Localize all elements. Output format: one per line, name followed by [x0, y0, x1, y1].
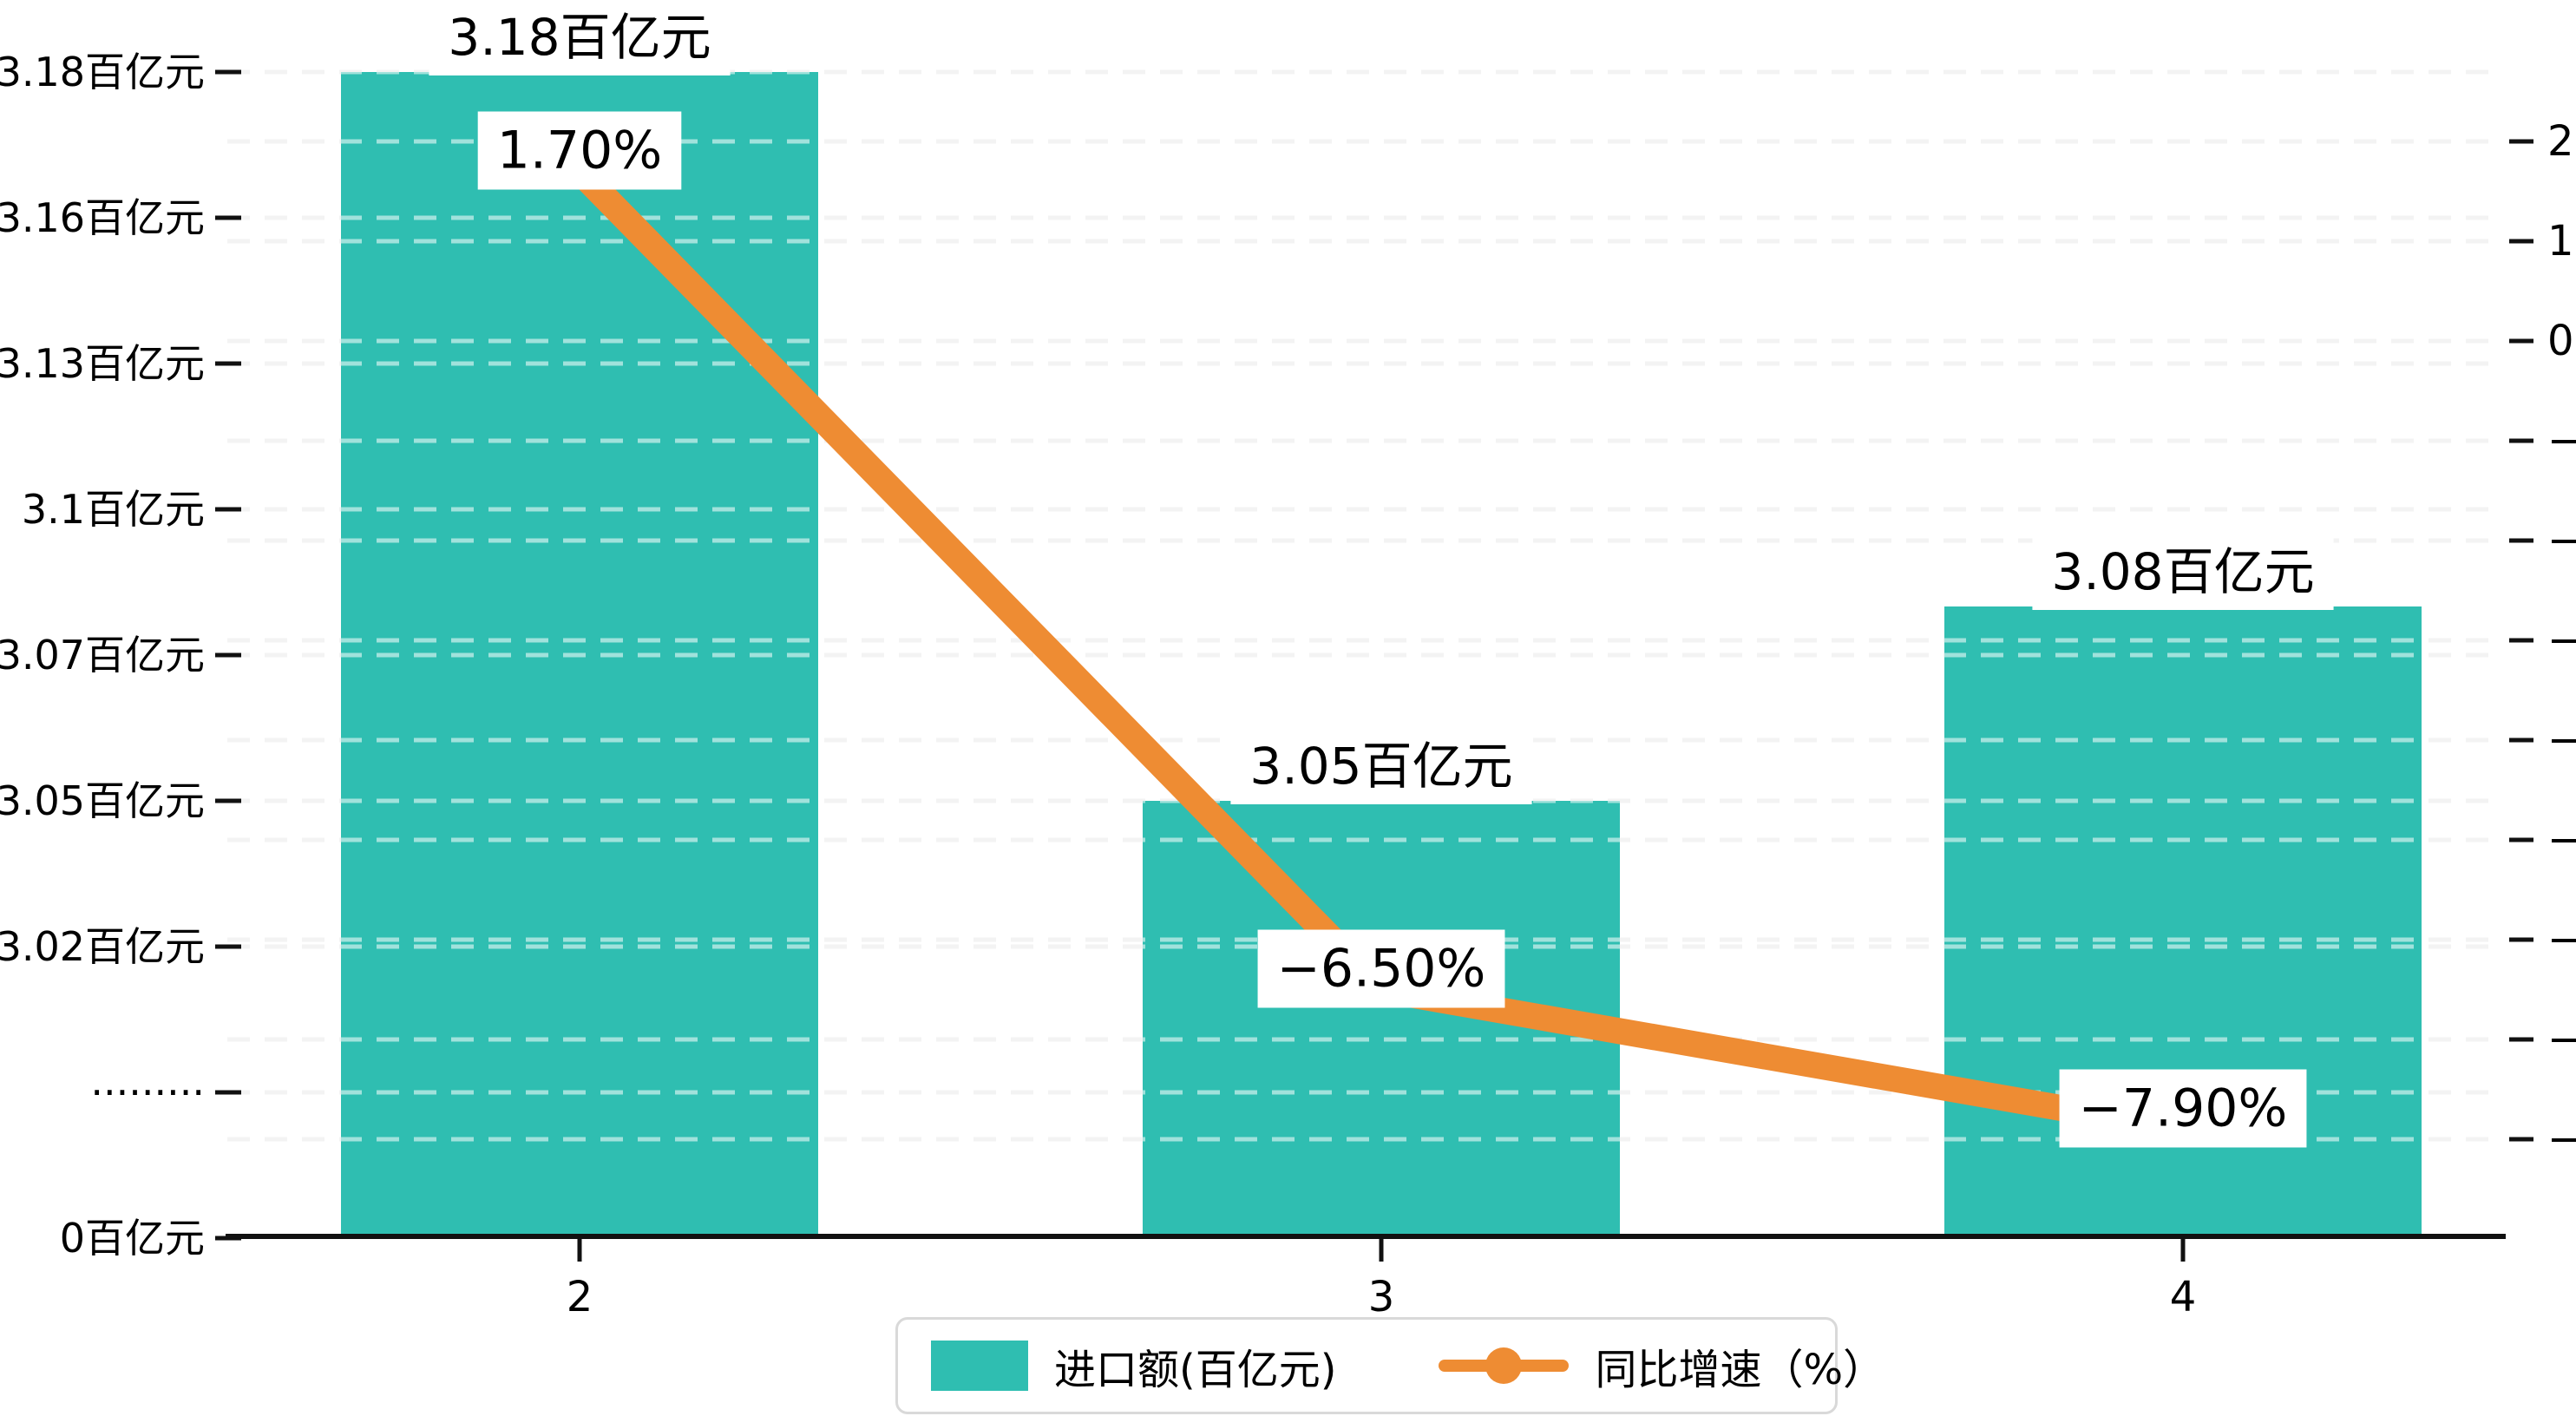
right-tick-label: −8	[2547, 1115, 2576, 1164]
bar-value-label-box	[1230, 728, 1532, 804]
line-value-label: 1.70%	[477, 111, 682, 190]
left-axis: 3.18百亿元 3.16百亿元 3.13百亿元 3.1百亿元 3.07百亿元 3.05百亿…	[0, 49, 241, 1262]
left-tick	[215, 652, 241, 658]
right-axis: 2 1 0 −1 −2 −3 −4 −5 −6 −7 −8	[2509, 117, 2576, 1164]
right-tick-label: −1	[2547, 416, 2576, 465]
bar-value-label: 3.08百亿元	[2032, 534, 2334, 610]
right-tick	[2509, 538, 2533, 543]
left-tick	[215, 361, 241, 366]
right-tick-label: −4	[2547, 716, 2576, 764]
x-tick-label: 3	[1368, 1273, 1395, 1321]
bar-value-label-box	[2032, 534, 2334, 610]
legend-bar-swatch-icon	[931, 1341, 1028, 1391]
left-tick	[215, 944, 241, 949]
right-tick	[2509, 438, 2533, 443]
left-tick	[215, 1236, 241, 1241]
right-tick	[2509, 338, 2533, 344]
left-tick	[215, 798, 241, 803]
legend-line-marker-icon	[1439, 1347, 1570, 1385]
legend-line-label: 同比增速（%）	[1595, 1346, 1885, 1394]
left-tick-label: ·········	[90, 1069, 205, 1116]
left-tick-label: 3.13百亿元	[0, 340, 205, 387]
x-tick-label: 4	[2170, 1273, 2197, 1321]
right-tick-label: 2	[2547, 117, 2574, 166]
line-value-label: −6.50%	[1257, 929, 1505, 1008]
left-tick-label: 0百亿元	[60, 1215, 205, 1262]
line-value-label-box	[1257, 929, 1505, 1008]
right-tick-label: −3	[2547, 616, 2576, 665]
right-tick	[2509, 239, 2533, 244]
right-tick	[2509, 638, 2533, 643]
line-value-label-box	[2059, 1069, 2307, 1148]
right-tick	[2509, 738, 2533, 743]
right-tick	[2509, 1037, 2533, 1042]
left-tick-label: 3.07百亿元	[0, 632, 205, 678]
right-tick	[2509, 937, 2533, 942]
right-tick	[2509, 837, 2533, 842]
bar-value-label-text: 3.08百亿元	[2051, 542, 2314, 601]
line-value-label-text: 1.70%	[497, 121, 663, 181]
left-tick-label: 3.16百亿元	[0, 194, 205, 241]
right-tick-label: −7	[2547, 1015, 2576, 1064]
left-tick	[215, 69, 241, 75]
x-axis-line	[226, 1234, 2506, 1239]
right-tick	[2509, 139, 2533, 144]
data-labels: 3.18百亿元 3.05百亿元 3.08百亿元 1.70% −6.50% −7.90%	[429, 0, 2334, 1148]
bar-value-label-text: 3.05百亿元	[1249, 737, 1512, 796]
legend: 进口额(百亿元) 同比增速（%）	[895, 1317, 1884, 1414]
right-tick-label: −2	[2547, 516, 2576, 565]
right-tick	[2509, 1137, 2533, 1142]
line-value-label-text: −6.50%	[1277, 939, 1486, 1000]
x-axis: 2 3 4	[567, 1239, 2197, 1321]
bar-value-label-box	[429, 0, 731, 75]
legend-bar-label: 进口额(百亿元)	[1054, 1346, 1337, 1394]
left-tick-label: 3.02百亿元	[0, 923, 205, 970]
left-tick	[215, 215, 241, 220]
right-tick-label: −6	[2547, 915, 2576, 964]
x-tick-label: 2	[567, 1273, 593, 1321]
left-tick-label: 3.05百亿元	[0, 777, 205, 824]
left-tick-label: 3.18百亿元	[0, 49, 205, 95]
left-tick	[215, 1090, 241, 1095]
x-tick	[577, 1239, 582, 1262]
bar-value-label: 3.18百亿元	[429, 0, 731, 75]
left-tick	[215, 507, 241, 512]
bar-value-label: 3.05百亿元	[1230, 728, 1532, 804]
right-tick-label: 0	[2547, 317, 2574, 365]
x-tick	[2180, 1239, 2186, 1262]
line-value-label-text: −7.90%	[2079, 1078, 2288, 1139]
line-value-label: −7.90%	[2059, 1069, 2307, 1148]
left-tick-label: 3.1百亿元	[22, 486, 205, 533]
line-value-label-box	[477, 111, 682, 190]
x-tick	[1379, 1239, 1384, 1262]
right-tick-label: −5	[2547, 816, 2576, 864]
bar-value-label-text: 3.18百亿元	[448, 8, 711, 67]
right-tick-label: 1	[2547, 217, 2574, 266]
